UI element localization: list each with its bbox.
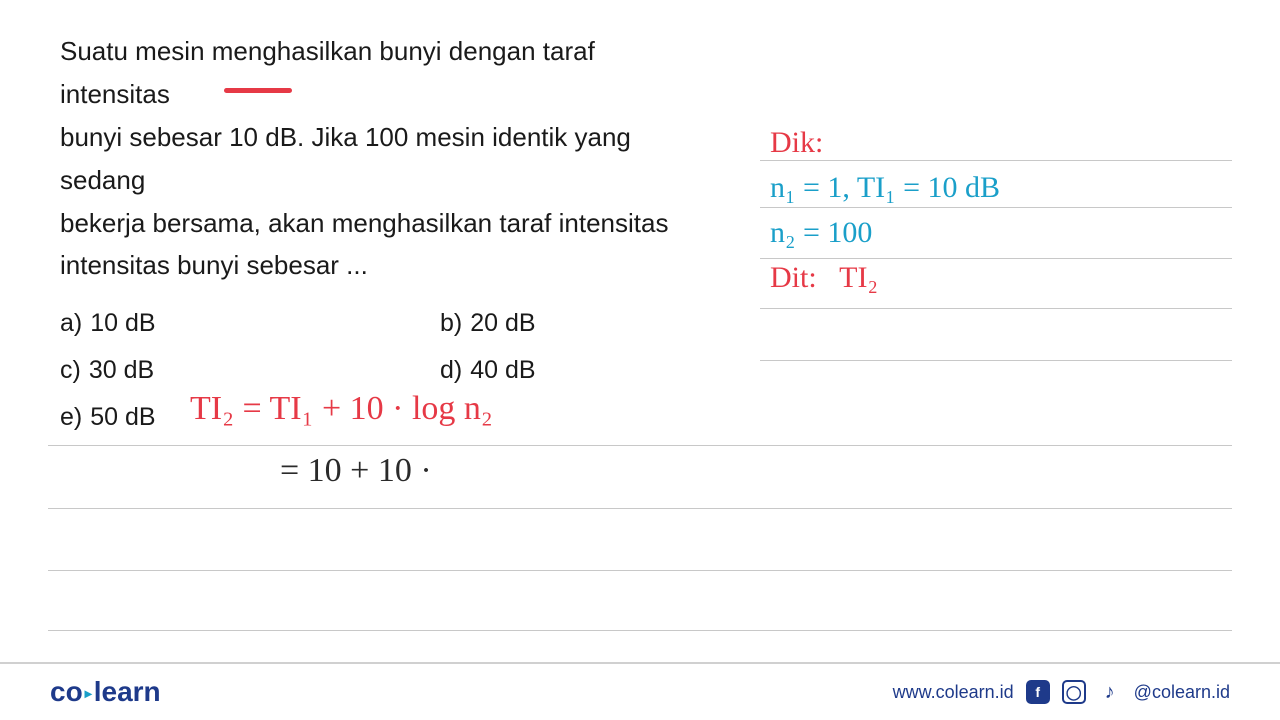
logo: co▸learn bbox=[50, 676, 161, 708]
ruled-line bbox=[48, 508, 1232, 509]
given-n2: n₂ = 100 bbox=[770, 210, 1240, 255]
footer: co▸learn www.colearn.id f ◯ ♪ @colearn.i… bbox=[0, 662, 1280, 720]
question-text: Suatu mesin menghasilkan bunyi dengan ta… bbox=[60, 30, 700, 287]
ruled-line bbox=[760, 258, 1232, 259]
question-line-1: Suatu mesin menghasilkan bunyi dengan ta… bbox=[60, 30, 700, 116]
question-line-3: bekerja bersama, akan menghasilkan taraf… bbox=[60, 202, 700, 245]
given-n1: n₁ = 1, TI₁ = 10 dB bbox=[770, 165, 1240, 210]
ruled-line bbox=[48, 445, 1232, 446]
ruled-line bbox=[760, 308, 1232, 309]
ruled-line bbox=[760, 207, 1232, 208]
ruled-line bbox=[760, 160, 1232, 161]
question-line-2: bunyi sebesar 10 dB. Jika 100 mesin iden… bbox=[60, 116, 700, 202]
option-c: c) 30 dB bbox=[60, 356, 440, 385]
option-a: a) 10 dB bbox=[60, 309, 440, 338]
logo-dot-icon: ▸ bbox=[85, 685, 92, 701]
ruled-line bbox=[760, 360, 1232, 361]
formula-line: TI₂ = TI₁ + 10 · log n₂ bbox=[190, 390, 493, 428]
instagram-icon: ◯ bbox=[1062, 680, 1086, 704]
tiktok-icon: ♪ bbox=[1098, 680, 1122, 704]
social-handle: @colearn.id bbox=[1134, 682, 1230, 703]
option-d: d) 40 dB bbox=[440, 356, 690, 385]
question-line-4: intensitas bunyi sebesar ... bbox=[60, 244, 700, 287]
underline-annotation bbox=[224, 88, 292, 93]
handwritten-notes: Dik: n₁ = 1, TI₁ = 10 dB n₂ = 100 Dit: T… bbox=[770, 120, 1240, 300]
calc-line: = 10 + 10 · bbox=[280, 452, 493, 490]
work-area: TI₂ = TI₁ + 10 · log n₂ = 10 + 10 · bbox=[190, 390, 493, 514]
footer-right: www.colearn.id f ◯ ♪ @colearn.id bbox=[893, 680, 1230, 704]
facebook-icon: f bbox=[1026, 680, 1050, 704]
dik-label: Dik: bbox=[770, 120, 1240, 165]
website-url: www.colearn.id bbox=[893, 682, 1014, 703]
dit-line: Dit: TI₂ bbox=[770, 255, 1240, 300]
ruled-line bbox=[48, 570, 1232, 571]
option-b: b) 20 dB bbox=[440, 309, 690, 338]
ruled-line bbox=[48, 630, 1232, 631]
